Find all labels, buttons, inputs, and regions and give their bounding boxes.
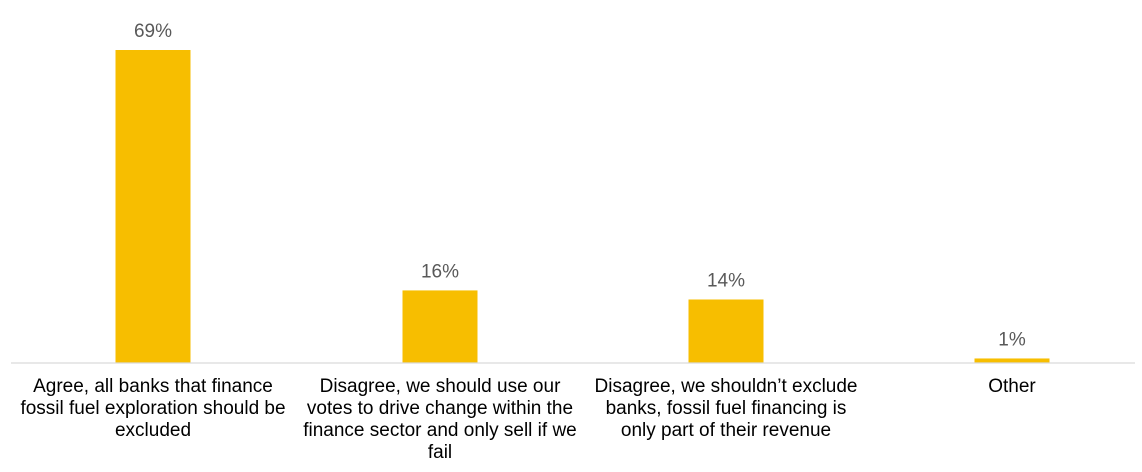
bar-4 — [974, 358, 1050, 363]
category-label-other: Other — [988, 376, 1036, 397]
bar-2 — [402, 290, 478, 363]
data-label-2: 16% — [421, 261, 459, 282]
category-label-agree-exclude: Agree, all banks that finance fossil fue… — [20, 376, 286, 441]
bar-3 — [688, 299, 764, 363]
data-label-4: 1% — [998, 329, 1026, 350]
bars — [115, 50, 1050, 363]
data-labels: 69% 16% 14% 1% — [134, 21, 1026, 350]
bar-1 — [115, 50, 191, 363]
category-label-disagree-dont-exclude: Disagree, we shouldn’t exclude banks, fo… — [594, 376, 858, 441]
data-label-3: 14% — [707, 270, 745, 291]
data-label-1: 69% — [134, 21, 172, 42]
category-label-disagree-use-votes: Disagree, we should use our votes to dri… — [303, 376, 577, 463]
